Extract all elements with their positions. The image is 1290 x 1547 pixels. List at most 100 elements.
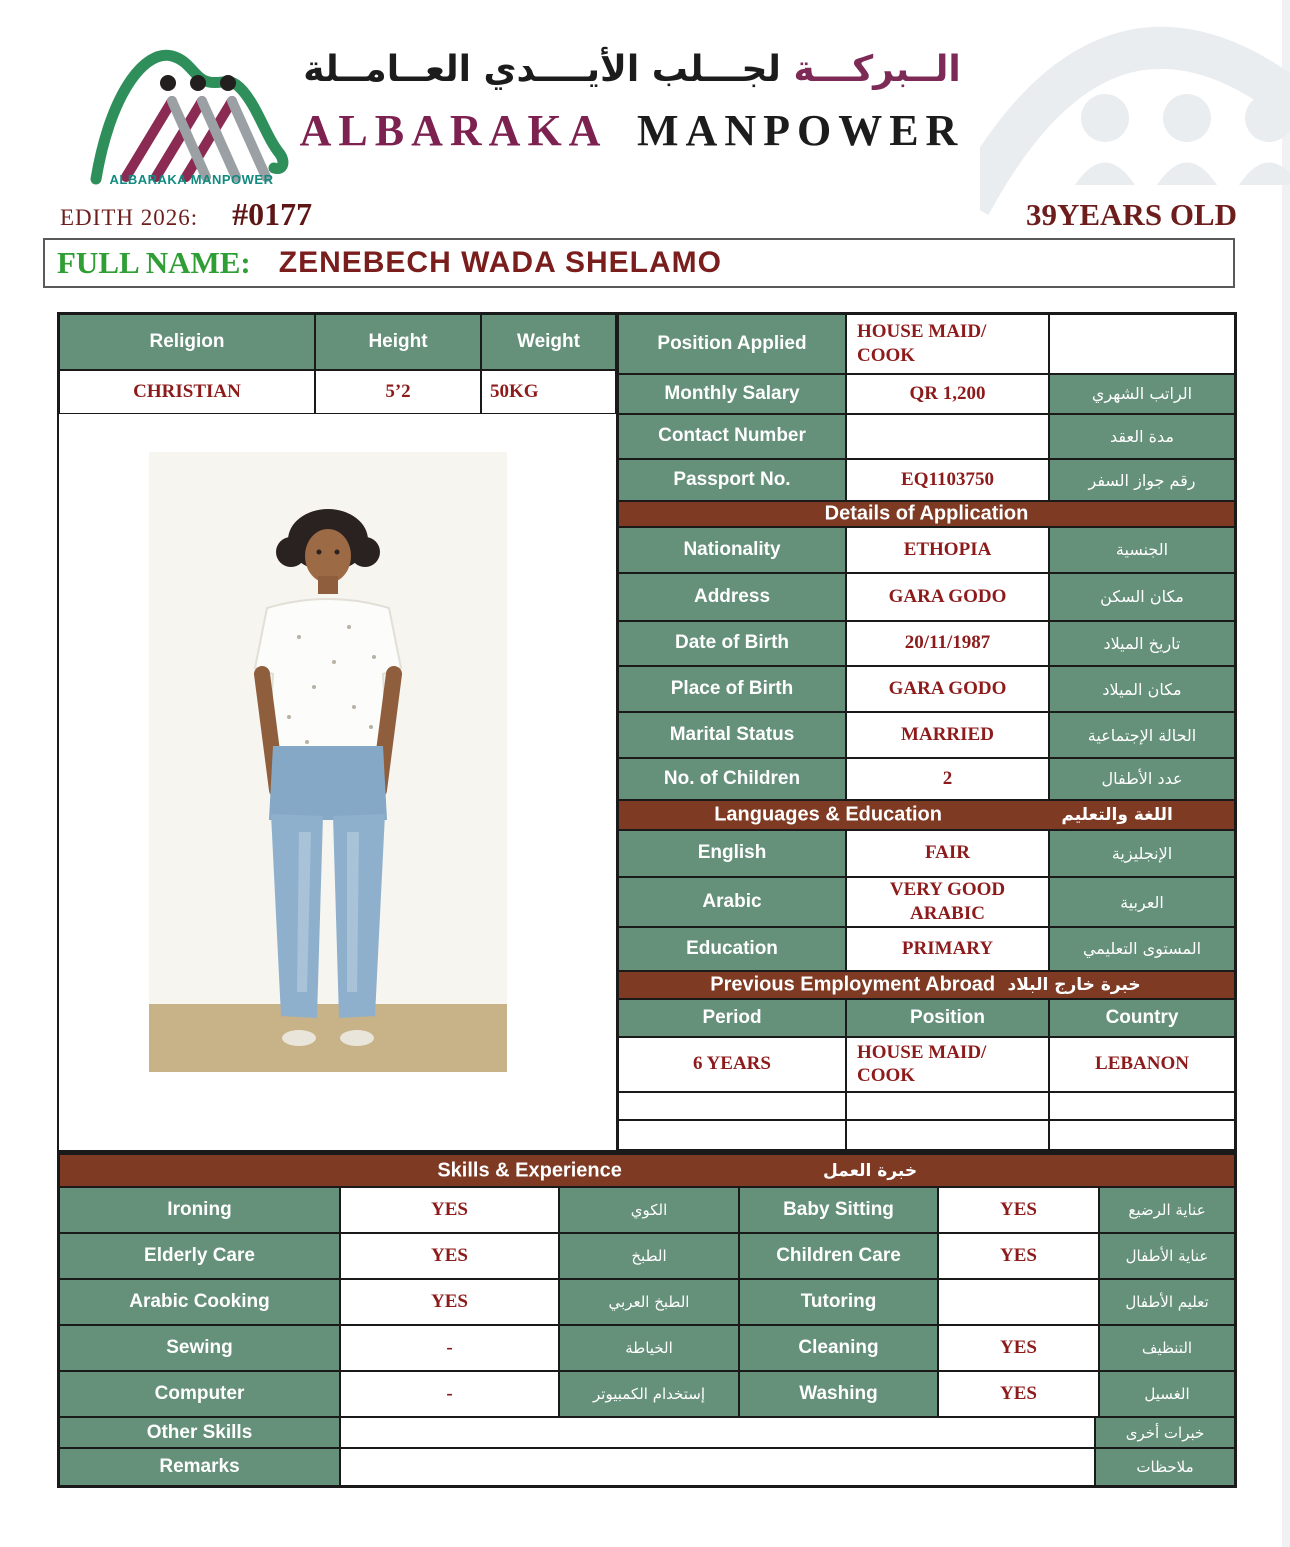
age-text: 39YEARS OLD — [1025, 197, 1237, 232]
english-arabic: الإنجليزية — [1049, 829, 1235, 878]
children-value: 2 — [846, 757, 1049, 800]
children-arabic: عدد الأطفال — [1049, 757, 1235, 800]
remarks-label: Remarks — [59, 1448, 340, 1486]
place-of-birth-value: GARA GODO — [846, 666, 1049, 713]
computer-label: Computer — [59, 1371, 340, 1417]
arabic-cooking-label: Arabic Cooking — [59, 1279, 340, 1325]
agency-title-arabic-first-word: الــبركـــة — [793, 49, 961, 90]
employment-period-empty-1 — [618, 1092, 846, 1121]
children-care-arabic: عناية الأطفال — [1099, 1233, 1235, 1279]
washing-label: Washing — [739, 1371, 938, 1417]
agency-title-english: ALBARAKA MANPOWER — [292, 105, 972, 156]
remarks-arabic: ملاحظات — [1095, 1448, 1235, 1486]
arabic-arabic: العربية — [1049, 877, 1235, 928]
arabic-cooking-arabic: الطبخ العربي — [559, 1279, 739, 1325]
applicant-photo — [149, 452, 507, 1072]
skills-table: Skills & Experience خبرة العمل Ironing Y… — [57, 1152, 1237, 1488]
baby-sitting-label: Baby Sitting — [739, 1187, 938, 1233]
position-applied-value: HOUSE MAID/ COOK — [846, 314, 1049, 374]
elderly-care-value: YES — [340, 1233, 559, 1279]
employment-period-empty-2 — [618, 1120, 846, 1150]
brand-word-albaraka: ALBARAKA — [299, 106, 606, 156]
languages-education-header: Languages & Education اللغة والتعليم — [618, 799, 1235, 830]
height-header: Height — [315, 314, 481, 370]
place-of-birth-label: Place of Birth — [618, 666, 846, 713]
people-arc-watermark-icon — [980, 26, 1290, 215]
photo-cell — [59, 414, 616, 1182]
date-of-birth-arabic: تاريخ الميلاد — [1049, 620, 1235, 667]
baby-sitting-arabic: عناية الرضيع — [1099, 1187, 1235, 1233]
nationality-label: Nationality — [618, 527, 846, 573]
education-arabic: المستوى التعليمي — [1049, 927, 1235, 971]
address-arabic: مكان السكن — [1049, 572, 1235, 621]
employment-position-value: HOUSE MAID/ COOK — [846, 1036, 1049, 1093]
weight-header: Weight — [481, 314, 616, 370]
cleaning-label: Cleaning — [739, 1325, 938, 1371]
children-label: No. of Children — [618, 757, 846, 800]
edition-label: EDITH 2026: — [60, 205, 199, 230]
application-table: Religion Height Weight CHRISTIAN 5’2 50K… — [57, 312, 1237, 1182]
brand-word-manpower: MANPOWER — [637, 106, 965, 156]
details-of-application-header: Details of Application — [618, 501, 1235, 527]
date-of-birth-value: 20/11/1987 — [846, 620, 1049, 667]
edition-line: EDITH 2026: #0177 39YEARS OLD — [60, 196, 1237, 233]
remarks-value — [340, 1448, 1095, 1486]
computer-arabic: إستخدام الكمبيوتر — [559, 1371, 739, 1417]
children-care-value: YES — [938, 1233, 1099, 1279]
elderly-care-arabic: الطبخ — [559, 1233, 739, 1279]
skills-experience-header: Skills & Experience خبرة العمل — [59, 1154, 1235, 1187]
english-value: FAIR — [846, 829, 1049, 878]
religion-header: Religion — [59, 314, 315, 370]
marital-status-value: MARRIED — [846, 712, 1049, 758]
washing-value: YES — [938, 1371, 1099, 1417]
elderly-care-label: Elderly Care — [59, 1233, 340, 1279]
monthly-salary-value: QR 1,200 — [846, 373, 1049, 414]
place-of-birth-arabic: مكان الميلاد — [1049, 666, 1235, 713]
employment-country-value: LEBANON — [1049, 1036, 1235, 1093]
tutoring-label: Tutoring — [739, 1279, 938, 1325]
nationality-arabic: الجنسية — [1049, 527, 1235, 573]
children-care-label: Children Care — [739, 1233, 938, 1279]
computer-value: - — [340, 1371, 559, 1417]
full-name-label: FULL NAME: — [57, 245, 251, 280]
logo-caption: ALBARAKA MANPOWER — [109, 172, 274, 187]
profile-section: Religion Height Weight CHRISTIAN 5’2 50K… — [59, 314, 618, 1182]
agency-title-arabic: الــبركـــة لجـــلب الأيــــدي العــامــ… — [292, 48, 972, 91]
baby-sitting-value: YES — [938, 1187, 1099, 1233]
weight-value: 50KG — [481, 370, 616, 414]
previous-employment-header: Previous Employment Abroad خبرة خارج الب… — [618, 970, 1235, 999]
arabic-label: Arabic — [618, 877, 846, 928]
english-label: English — [618, 829, 846, 878]
address-value: GARA GODO — [846, 572, 1049, 621]
employment-period-value: 6 YEARS — [618, 1036, 846, 1093]
employment-country-empty-2 — [1049, 1120, 1235, 1150]
passport-no-value: EQ1103750 — [846, 459, 1049, 502]
scan-edge-strip — [1282, 0, 1290, 1547]
contact-number-label: Contact Number — [618, 413, 846, 460]
cleaning-value: YES — [938, 1325, 1099, 1371]
contact-number-value — [846, 413, 1049, 460]
nationality-value: ETHOPIA — [846, 527, 1049, 573]
agency-heading: الــبركـــة لجـــلب الأيــــدي العــامــ… — [292, 48, 972, 156]
address-label: Address — [618, 572, 846, 621]
position-applied-label: Position Applied — [618, 314, 846, 374]
sewing-arabic: الخياطة — [559, 1325, 739, 1371]
employment-position-empty-2 — [846, 1120, 1049, 1150]
ironing-value: YES — [340, 1187, 559, 1233]
washing-arabic: الغسيل — [1099, 1371, 1235, 1417]
agency-title-arabic-rest: لجـــلب الأيــــدي العــامــلة — [303, 49, 781, 90]
tutoring-value — [938, 1279, 1099, 1325]
albaraka-logo-icon — [90, 49, 289, 185]
employment-position-empty-1 — [846, 1092, 1049, 1121]
application-section: Position Applied HOUSE MAID/ COOK Monthl… — [618, 314, 1235, 1150]
position-applied-arabic — [1049, 314, 1235, 374]
passport-no-arabic: رقم جواز السفر — [1049, 459, 1235, 502]
sewing-value: - — [340, 1325, 559, 1371]
full-name-value: ZENEBECH WADA SHELAMO — [278, 246, 722, 279]
employment-country-empty-1 — [1049, 1092, 1235, 1121]
other-skills-arabic: خبرات أخرى — [1095, 1417, 1235, 1448]
tutoring-arabic: تعليم الأطفال — [1099, 1279, 1235, 1325]
ironing-arabic: الكوي — [559, 1187, 739, 1233]
cleaning-arabic: التنظيف — [1099, 1325, 1235, 1371]
